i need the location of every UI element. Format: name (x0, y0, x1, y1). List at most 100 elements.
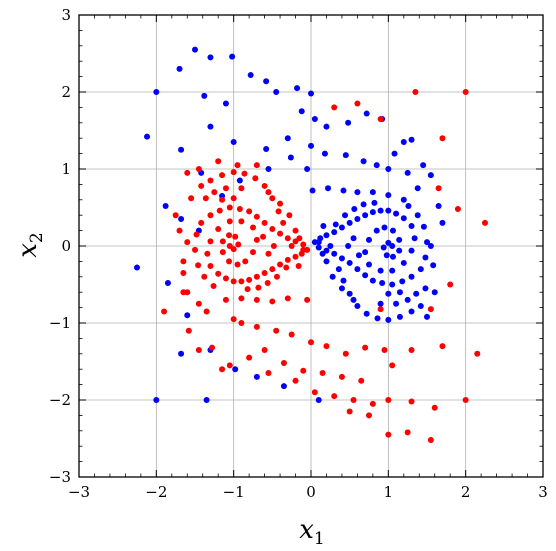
data-point (371, 199, 378, 206)
data-point (369, 277, 376, 284)
data-point (180, 269, 187, 276)
series-0 (134, 46, 446, 403)
data-point (427, 437, 434, 444)
data-point (226, 218, 233, 225)
data-point (331, 104, 338, 111)
data-point (340, 277, 347, 284)
data-point (265, 370, 272, 377)
data-point (331, 393, 338, 400)
data-point (424, 239, 430, 246)
data-point (332, 221, 339, 228)
y-tick-label: 3 (61, 6, 71, 24)
data-point (283, 264, 290, 271)
data-point (219, 238, 226, 245)
data-point (304, 166, 311, 172)
data-point (354, 189, 361, 196)
data-point (308, 339, 314, 346)
data-point (385, 316, 392, 323)
data-point (265, 166, 272, 172)
data-point (385, 290, 392, 297)
data-point (422, 285, 429, 292)
data-point (358, 377, 365, 384)
data-point (360, 158, 367, 165)
data-point (340, 187, 347, 194)
tick-labels: −3 −2 −1 0 1 2 3 −3 −2 −1 0 1 2 3 (49, 6, 548, 501)
data-point (288, 331, 295, 338)
data-point (207, 263, 214, 270)
data-point (203, 397, 210, 403)
data-point (400, 215, 407, 222)
data-point (264, 279, 271, 286)
data-point (178, 216, 185, 223)
data-point (408, 273, 415, 280)
data-point (309, 187, 316, 194)
data-point (304, 296, 311, 303)
data-point (389, 281, 396, 288)
data-point (320, 222, 327, 229)
data-point (338, 285, 345, 292)
data-point (408, 247, 415, 254)
data-point (265, 189, 272, 196)
x-tick-label: −2 (145, 483, 167, 501)
data-point (219, 366, 226, 373)
data-point (153, 397, 160, 403)
data-point (238, 218, 245, 225)
data-point (292, 253, 299, 260)
data-point (362, 249, 369, 256)
data-point (172, 212, 179, 219)
x-tick-label: −3 (68, 483, 90, 501)
data-point (346, 290, 353, 297)
data-point (255, 284, 262, 291)
data-point (331, 250, 338, 257)
series-1 (161, 89, 488, 444)
data-point (273, 89, 280, 95)
data-point (323, 258, 330, 265)
data-point (413, 290, 420, 297)
data-point (292, 377, 299, 384)
data-point (404, 169, 411, 176)
data-point (277, 261, 284, 268)
y-tick-label: −2 (49, 391, 71, 409)
data-point (207, 212, 214, 219)
data-point (261, 346, 268, 353)
data-point (226, 258, 233, 265)
data-point (253, 373, 260, 380)
data-point (427, 243, 434, 249)
data-point (362, 344, 369, 351)
data-point (362, 272, 369, 279)
data-point (238, 185, 245, 192)
data-point (261, 182, 268, 189)
data-point (308, 142, 314, 149)
data-point (381, 224, 388, 231)
data-point (404, 429, 411, 436)
data-point (360, 201, 367, 208)
data-point (229, 53, 236, 60)
data-point (393, 210, 400, 217)
data-point (215, 270, 222, 277)
y-tick-label: 0 (61, 237, 71, 255)
data-point (178, 350, 185, 357)
data-point (414, 212, 421, 219)
data-point (431, 289, 438, 296)
data-point (238, 278, 245, 285)
data-point (176, 227, 183, 234)
data-point (482, 219, 488, 226)
data-point (308, 90, 314, 97)
x-tick-label: 1 (384, 483, 394, 501)
data-point (296, 235, 303, 242)
data-point (185, 327, 192, 334)
data-point (252, 175, 259, 182)
data-point (210, 283, 217, 290)
data-point (207, 54, 214, 61)
data-point (345, 119, 352, 126)
data-point (253, 236, 260, 243)
y-tick-label: −1 (49, 314, 71, 332)
y-axis-label: x2 (13, 232, 47, 258)
data-point (236, 206, 243, 213)
data-point (366, 412, 372, 419)
data-point (284, 135, 291, 142)
data-point (408, 222, 415, 229)
data-point (369, 400, 376, 407)
data-point (207, 123, 214, 130)
data-point (269, 195, 276, 202)
